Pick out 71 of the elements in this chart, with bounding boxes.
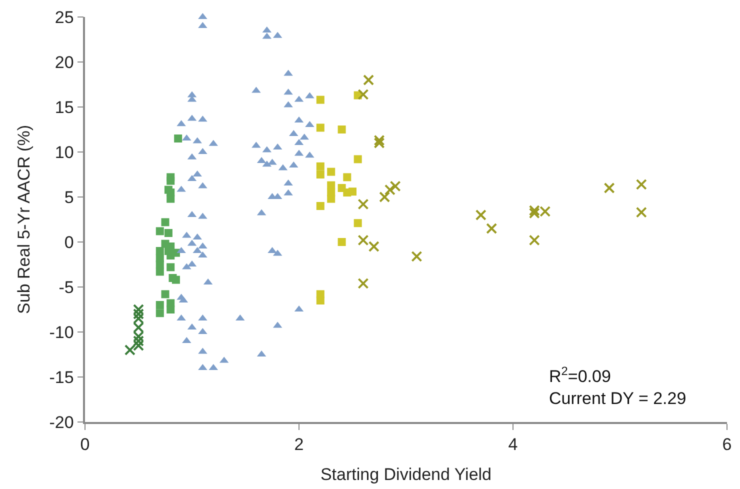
point <box>343 173 352 182</box>
point <box>174 134 182 142</box>
point <box>161 218 170 226</box>
point <box>358 278 369 289</box>
point <box>327 194 336 203</box>
point <box>354 219 362 228</box>
point <box>161 290 170 298</box>
point <box>358 234 369 246</box>
y-axis-title: Sub Real 5-Yr AACR (%) <box>14 125 34 314</box>
point <box>390 180 401 192</box>
point <box>348 188 356 196</box>
point <box>124 344 136 356</box>
point <box>486 223 498 234</box>
point <box>166 194 175 203</box>
point <box>316 96 324 104</box>
x-tick-label: 2 <box>294 435 304 454</box>
y-tick-label: -5 <box>58 278 74 297</box>
x-tick-label: 0 <box>80 435 90 454</box>
point <box>316 296 324 304</box>
y-tick-label: 5 <box>64 188 74 207</box>
point <box>156 301 164 309</box>
point <box>384 184 396 196</box>
point <box>166 263 175 272</box>
point <box>379 192 390 202</box>
point <box>363 74 374 86</box>
point <box>172 276 180 284</box>
point <box>133 331 144 342</box>
point <box>316 162 324 170</box>
point <box>411 250 422 262</box>
point <box>358 198 369 210</box>
point <box>604 182 615 194</box>
point <box>156 268 164 276</box>
point <box>636 206 647 218</box>
point <box>133 336 144 346</box>
point <box>368 241 380 252</box>
point <box>133 322 144 333</box>
point <box>133 308 144 320</box>
point <box>528 234 540 246</box>
point <box>327 168 336 176</box>
x-tick-label: 6 <box>722 435 732 454</box>
y-tick-label: 15 <box>54 98 74 117</box>
y-tick-label: 20 <box>54 52 74 72</box>
point <box>374 134 385 146</box>
point <box>164 229 172 237</box>
point <box>156 227 164 236</box>
annotation: Current DY = 2.29 <box>549 389 686 408</box>
point <box>475 210 486 220</box>
y-tick-label: 10 <box>54 142 74 162</box>
point <box>133 340 144 351</box>
point <box>133 313 144 324</box>
point <box>338 126 346 134</box>
y-tick-label: -10 <box>49 322 74 342</box>
point <box>354 155 362 164</box>
point <box>358 88 369 100</box>
point <box>156 309 164 318</box>
x-axis-title: Starting Dividend Yield <box>320 465 492 484</box>
annotation: R$^{2}$=0.09 <box>549 364 611 386</box>
point <box>133 304 144 315</box>
y-tick-label: 0 <box>64 232 74 252</box>
point <box>166 176 175 185</box>
point <box>374 138 385 148</box>
y-tick-label: -15 <box>49 368 74 387</box>
y-tick-label: -20 <box>49 412 74 432</box>
y-tick-label: 25 <box>54 8 74 27</box>
point <box>166 306 175 314</box>
point <box>316 170 324 178</box>
point <box>338 238 346 246</box>
point <box>636 178 647 190</box>
point <box>316 202 324 210</box>
point <box>316 124 324 132</box>
x-tick-label: 4 <box>508 435 518 454</box>
